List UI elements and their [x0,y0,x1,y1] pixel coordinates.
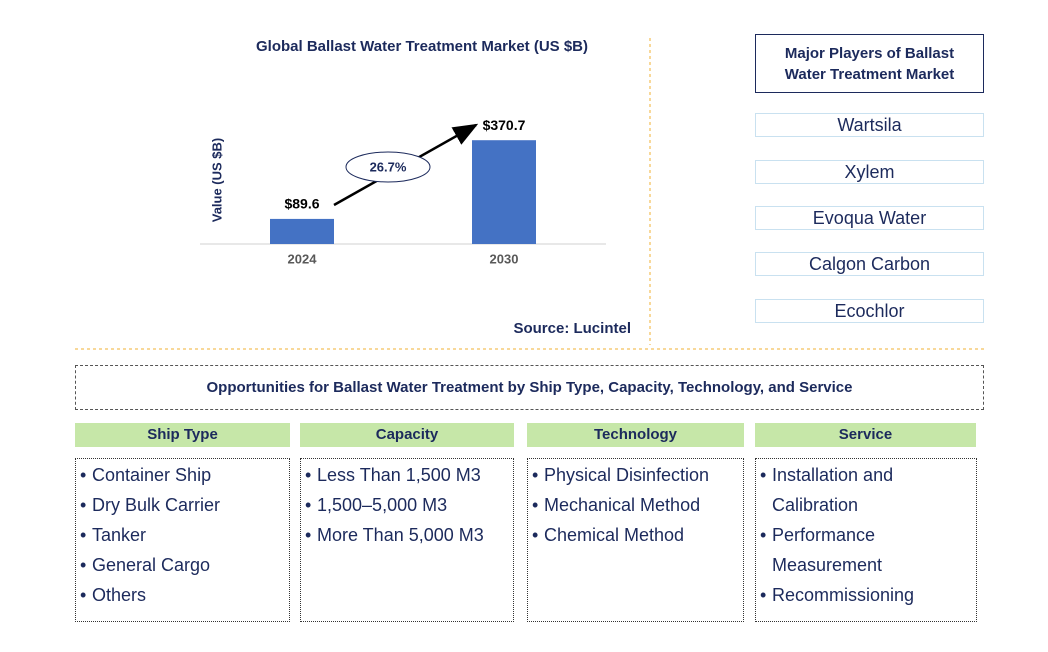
list-item: Others [80,580,281,610]
list-item: Recommissioning [760,580,968,610]
player: Wartsila [755,113,984,137]
column-list: Container ShipDry Bulk CarrierTankerGene… [75,458,290,622]
list-item: Container Ship [80,460,281,490]
bar [270,218,334,244]
source: Source: Lucintel [513,320,631,337]
list-item: Chemical Method [532,520,735,550]
list-item: General Cargo [80,550,281,580]
y-axis-label: Value (US $B) [209,138,224,223]
x-tick-label: 2030 [490,251,519,266]
player: Evoqua Water [755,206,984,230]
players-title: Major Players of Ballast Water Treatment… [755,34,984,93]
list-item: 1,500–5,000 M3 [305,490,505,520]
list-item: Performance Measurement [760,520,968,580]
player: Calgon Carbon [755,252,984,276]
value-label: $370.7 [483,117,526,133]
chart-title: Global Ballast Water Treatment Market (U… [256,38,588,55]
list-item: Dry Bulk Carrier [80,490,281,520]
value-label: $89.6 [284,196,319,212]
opportunities-title: Opportunities for Ballast Water Treatmen… [75,365,984,410]
player: Xylem [755,160,984,184]
list-item: Mechanical Method [532,490,735,520]
cagr-ellipse [345,151,431,183]
column-header: Ship Type [75,423,290,447]
cagr-label: 26.7% [370,159,407,174]
list-item: Less Than 1,500 M3 [305,460,505,490]
list-item: Installation and Calibration [760,460,968,520]
column-header: Capacity [300,423,514,447]
list-item: Physical Disinfection [532,460,735,490]
list-item: Tanker [80,520,281,550]
column-header: Service [755,423,976,447]
player: Ecochlor [755,299,984,323]
column-list: Less Than 1,500 M31,500–5,000 M3More Tha… [300,458,514,622]
column-list: Physical DisinfectionMechanical MethodCh… [527,458,744,622]
column-header: Technology [527,423,744,447]
list-item: More Than 5,000 M3 [305,520,505,550]
bar [472,140,536,244]
x-tick-label: 2024 [288,251,318,266]
column-list: Installation and CalibrationPerformance … [755,458,977,622]
